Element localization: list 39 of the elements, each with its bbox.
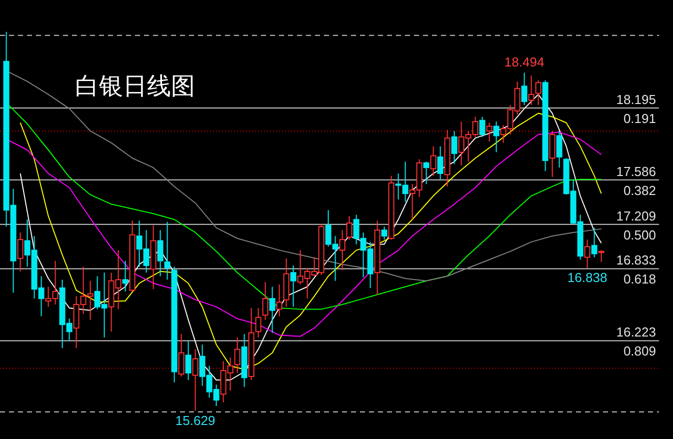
candlestick: [262, 282, 268, 320]
candlestick: [255, 308, 262, 338]
annotation: 0.191: [623, 110, 656, 126]
ref-line-label: 16.833: [616, 252, 656, 268]
candlestick: [192, 348, 198, 412]
candlestick: [591, 227, 598, 258]
candlestick: [276, 284, 282, 317]
annotation: 0.618: [623, 272, 656, 287]
ref-line-label: 17.209: [616, 208, 656, 224]
candlestick: [486, 122, 492, 142]
annotation: 0.382: [623, 182, 656, 198]
candlestick: [437, 146, 444, 180]
ref-line-label: 18.195: [616, 92, 656, 107]
candlestick: [241, 333, 248, 388]
candlestick: [164, 221, 170, 280]
candlestick: [122, 260, 128, 292]
annotation: 18.494: [504, 54, 544, 70]
candlestick: [157, 230, 164, 277]
ref-line-label: 16.223: [616, 324, 656, 340]
candlestick: [290, 265, 296, 308]
ref-line-label: 17.586: [616, 164, 656, 179]
candlestick: [430, 146, 436, 176]
candlestick: [185, 340, 192, 380]
text: 白银日线图: [75, 72, 195, 100]
candlestick: [17, 232, 24, 272]
annotation: 0.500: [623, 227, 656, 242]
candlestick: [374, 220, 380, 296]
candlestick: [444, 129, 450, 187]
candlestick: [283, 258, 290, 308]
annotation: 16.838: [567, 270, 608, 286]
candlestick: [493, 121, 500, 153]
annotation: 0.809: [623, 344, 656, 359]
candlestick: [234, 337, 240, 374]
candlestick: [584, 239, 590, 269]
candlestick: [269, 286, 276, 334]
candlestick: [451, 130, 458, 165]
annotation: 15.629: [175, 412, 216, 428]
candlestick: [150, 224, 156, 290]
candlestick: [339, 230, 346, 271]
